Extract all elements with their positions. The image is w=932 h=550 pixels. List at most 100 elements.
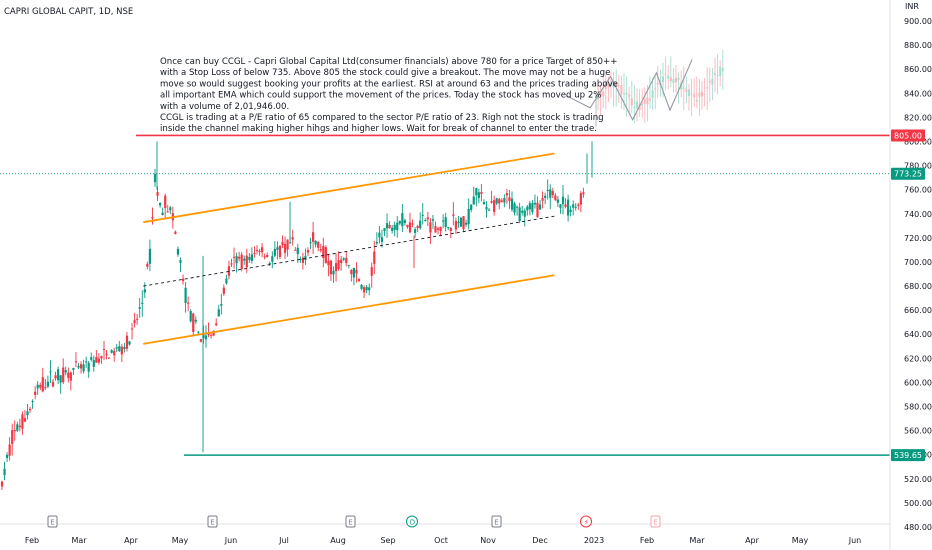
candle-body[interactable] — [82, 364, 85, 372]
candle-body[interactable] — [654, 88, 657, 90]
candle-body[interactable] — [701, 91, 703, 97]
candle-body[interactable] — [153, 173, 157, 183]
candle-body[interactable] — [625, 92, 628, 95]
candle-body[interactable] — [184, 287, 187, 304]
candle-body[interactable] — [238, 256, 241, 259]
candle-body[interactable] — [703, 94, 706, 96]
candle-body[interactable] — [623, 93, 625, 95]
candle-body[interactable] — [304, 255, 307, 261]
projection-path[interactable] — [566, 59, 693, 122]
candle-body[interactable] — [677, 78, 680, 81]
candle-body[interactable] — [105, 353, 108, 355]
candle-body[interactable] — [11, 430, 14, 444]
candle-body[interactable] — [148, 248, 151, 264]
candle-body[interactable] — [672, 78, 675, 83]
candle-body[interactable] — [133, 320, 136, 324]
candle-body[interactable] — [309, 242, 312, 244]
candle-body[interactable] — [426, 217, 429, 220]
candle-body[interactable] — [360, 284, 363, 289]
candle-body[interactable] — [164, 195, 167, 209]
candle-body[interactable] — [69, 372, 72, 381]
candle-body[interactable] — [289, 242, 292, 244]
candle-body[interactable] — [411, 223, 414, 225]
candle-body[interactable] — [97, 358, 100, 363]
candle-body[interactable] — [721, 68, 724, 72]
candle-body[interactable] — [612, 81, 615, 88]
candle-body[interactable] — [680, 82, 683, 90]
candle-body[interactable] — [693, 94, 696, 98]
candle-body[interactable] — [204, 335, 208, 340]
candle-body[interactable] — [34, 391, 37, 395]
candle-body[interactable] — [714, 73, 716, 75]
candle-body[interactable] — [695, 99, 698, 102]
candle-body[interactable] — [516, 206, 519, 208]
candle-body[interactable] — [57, 369, 60, 381]
candle-body[interactable] — [582, 192, 585, 195]
candle-body[interactable] — [227, 266, 231, 276]
candle-body[interactable] — [355, 269, 358, 274]
candle-body[interactable] — [444, 217, 447, 228]
candle-body[interactable] — [125, 335, 129, 349]
candle-body[interactable] — [322, 246, 325, 258]
candle-body[interactable] — [194, 319, 197, 322]
candle-body[interactable] — [482, 202, 486, 205]
candle-body[interactable] — [100, 356, 103, 359]
candle-body[interactable] — [357, 278, 361, 282]
candle-body[interactable] — [508, 197, 511, 202]
candle-body[interactable] — [74, 361, 78, 363]
candle-body[interactable] — [13, 430, 16, 432]
candle-body[interactable] — [235, 256, 238, 264]
candle-body[interactable] — [248, 257, 251, 260]
candle-body[interactable] — [345, 257, 348, 264]
candle-body[interactable] — [329, 260, 333, 275]
candle-body[interactable] — [385, 223, 389, 229]
candle-body[interactable] — [332, 270, 335, 275]
candle-body[interactable] — [120, 346, 123, 355]
candle-body[interactable] — [526, 206, 529, 211]
candle-body[interactable] — [0, 481, 4, 487]
candle-body[interactable] — [263, 256, 266, 258]
candle-body[interactable] — [628, 94, 631, 97]
candle-body[interactable] — [424, 219, 427, 221]
candle-body[interactable] — [690, 93, 693, 95]
candle-body[interactable] — [436, 228, 440, 230]
candle-body[interactable] — [31, 400, 34, 403]
candle-body[interactable] — [664, 73, 667, 75]
candle-body[interactable] — [363, 287, 366, 293]
candle-body[interactable] — [67, 372, 70, 378]
candle-body[interactable] — [370, 267, 373, 276]
candle-body[interactable] — [230, 263, 233, 265]
candle-body[interactable] — [564, 204, 567, 207]
candle-body[interactable] — [447, 227, 450, 229]
candle-body[interactable] — [278, 245, 282, 257]
candle-body[interactable] — [380, 237, 384, 242]
candle-body[interactable] — [688, 89, 690, 97]
candle-body[interactable] — [662, 76, 664, 83]
candle-body[interactable] — [79, 364, 83, 369]
candle-body[interactable] — [500, 200, 503, 202]
candle-body[interactable] — [503, 198, 506, 203]
candle-body[interactable] — [373, 251, 376, 264]
candle-body[interactable] — [646, 97, 649, 105]
channel-lower-line[interactable] — [143, 274, 555, 345]
candle-body[interactable] — [210, 334, 213, 336]
candle-body[interactable] — [271, 256, 274, 262]
candle-body[interactable] — [169, 207, 172, 211]
candle-body[interactable] — [41, 377, 44, 392]
candle-body[interactable] — [286, 239, 289, 250]
candle-body[interactable] — [667, 75, 670, 79]
candle-body[interactable] — [255, 249, 259, 251]
candle-body[interactable] — [406, 224, 409, 228]
candle-body[interactable] — [559, 204, 562, 208]
candle-body[interactable] — [391, 227, 394, 231]
candle-body[interactable] — [161, 212, 164, 216]
candle-body[interactable] — [159, 203, 162, 206]
candle-body[interactable] — [533, 202, 537, 205]
candle-body[interactable] — [630, 98, 633, 106]
candle-body[interactable] — [240, 254, 243, 270]
candle-body[interactable] — [39, 384, 42, 388]
candle-body[interactable] — [620, 85, 623, 94]
candle-body[interactable] — [174, 231, 177, 234]
candle-body[interactable] — [431, 219, 435, 221]
candle-body[interactable] — [602, 91, 605, 97]
